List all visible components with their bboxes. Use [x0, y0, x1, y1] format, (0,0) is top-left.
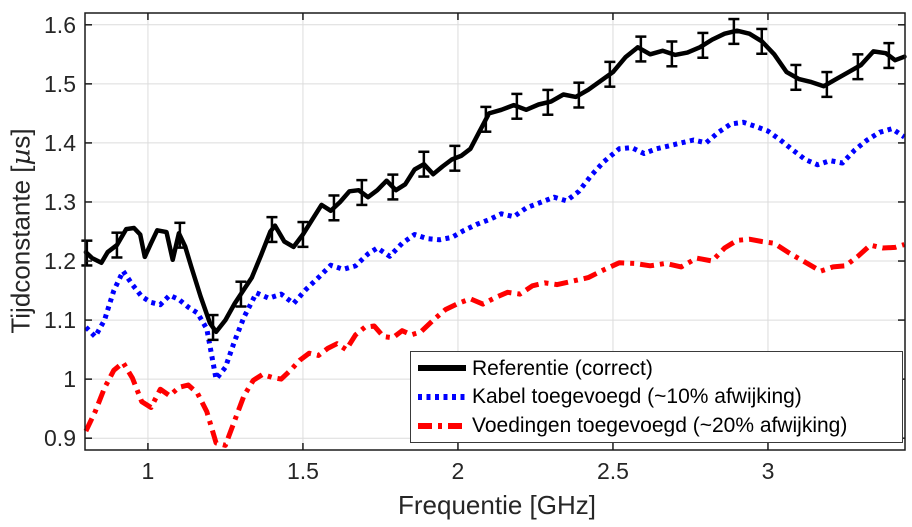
- legend-item-voedingen: Voedingen toegevoegd (~20% afwijking): [418, 412, 902, 440]
- svg-text:1.5: 1.5: [44, 71, 76, 97]
- svg-text:3: 3: [762, 458, 775, 484]
- svg-text:1.4: 1.4: [44, 130, 76, 156]
- x-axis-label: Frequentie [GHz]: [398, 490, 596, 520]
- legend-label-voedingen: Voedingen toegevoegd (~20% afwijking): [472, 414, 848, 438]
- legend-line-sample-red-dashdot: [418, 422, 466, 429]
- y-axis-label: Tijdconstante [µs]: [5, 128, 37, 334]
- svg-text:1.6: 1.6: [44, 12, 76, 38]
- svg-text:1.5: 1.5: [287, 458, 319, 484]
- legend: Referentie (correct) Kabel toegevoegd (~…: [410, 351, 903, 443]
- legend-label-kabel: Kabel toegevoegd (~10% afwijking): [472, 385, 802, 409]
- svg-text:1.1: 1.1: [44, 307, 76, 333]
- legend-label-referentie: Referentie (correct): [472, 356, 653, 380]
- legend-item-kabel: Kabel toegevoegd (~10% afwijking): [418, 383, 902, 411]
- svg-text:1: 1: [63, 366, 76, 392]
- svg-text:2.5: 2.5: [597, 458, 629, 484]
- legend-line-sample-black-solid: [418, 365, 466, 372]
- legend-line-sample-blue-dotted: [418, 393, 466, 400]
- svg-text:1.3: 1.3: [44, 189, 76, 215]
- svg-text:1: 1: [142, 458, 155, 484]
- svg-text:0.9: 0.9: [44, 425, 76, 451]
- svg-text:2: 2: [452, 458, 465, 484]
- legend-item-referentie: Referentie (correct): [418, 354, 902, 382]
- svg-text:1.2: 1.2: [44, 248, 76, 274]
